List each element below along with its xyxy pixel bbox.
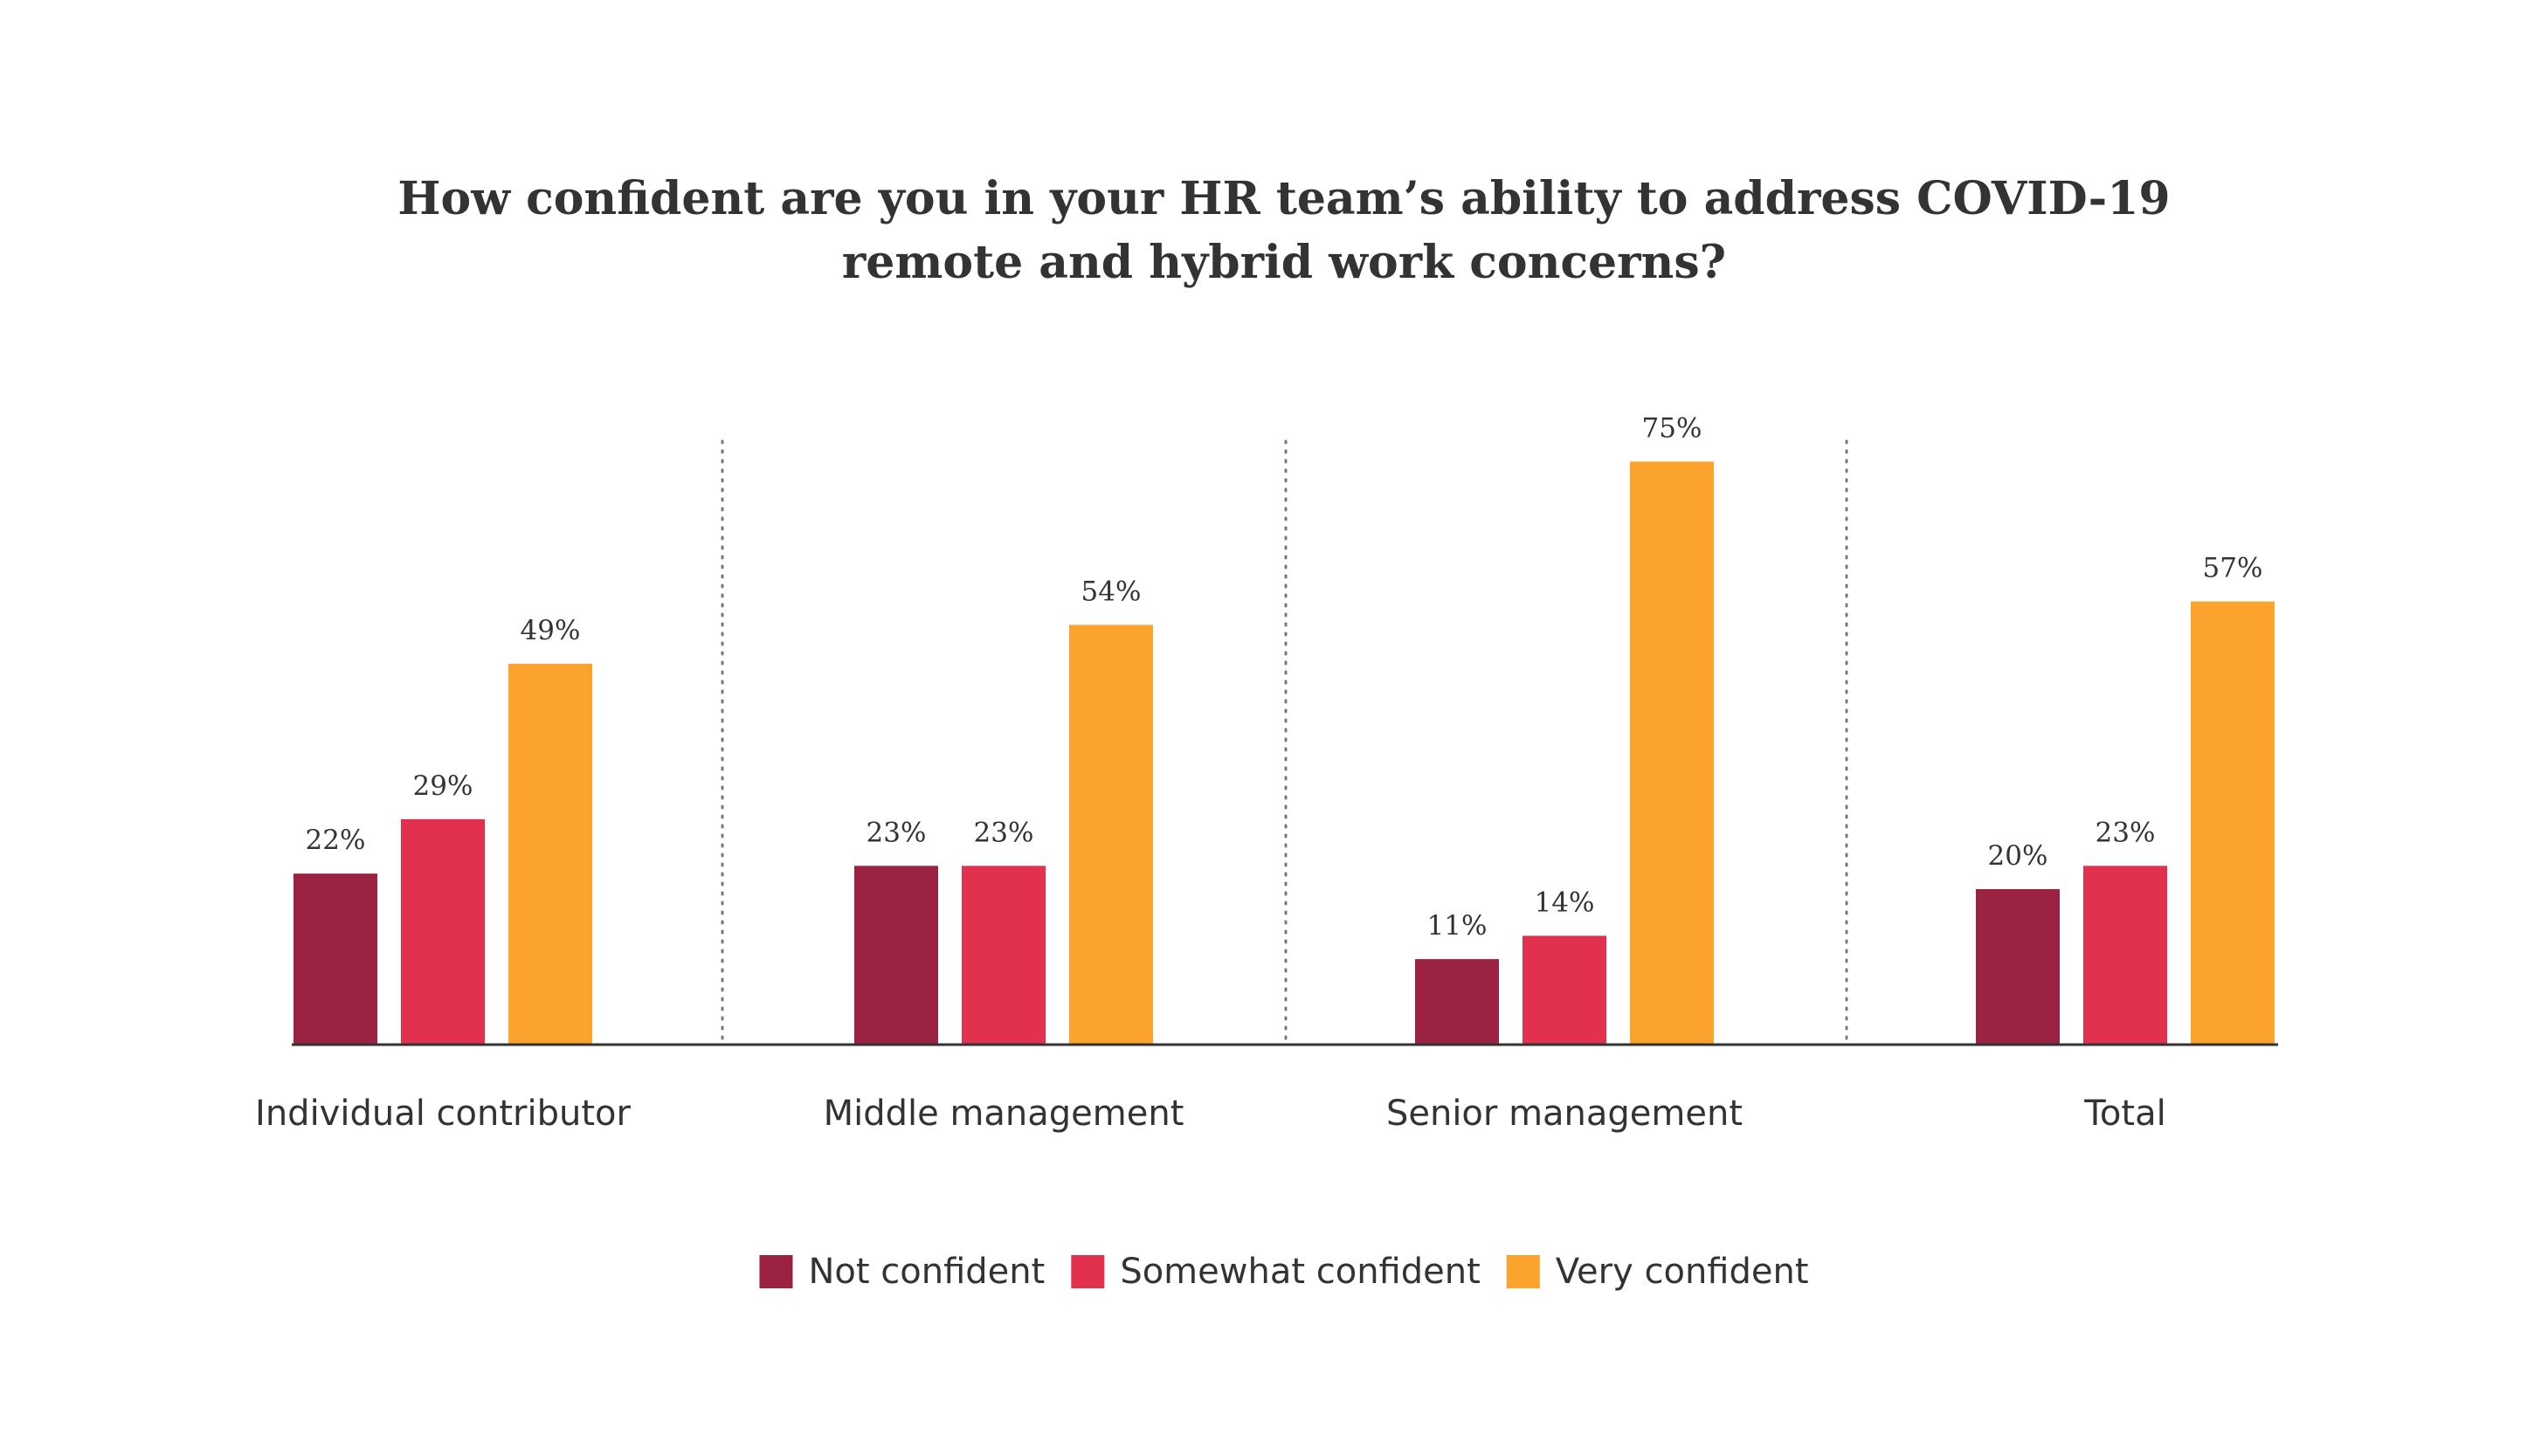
bar-1-2 (1069, 624, 1153, 1045)
legend-item-2: Very confident (1506, 1252, 1809, 1292)
legend: Not confident Somewhat confident Very conf… (759, 1252, 1809, 1292)
bar-2-0 (1415, 959, 1499, 1045)
bar-3-0 (1976, 889, 2060, 1045)
bar-1-0 (854, 866, 938, 1045)
value-label-0-0: 22% (306, 825, 366, 856)
legend-swatch-0 (759, 1255, 793, 1288)
bar-1-1 (962, 866, 1046, 1045)
bars (293, 461, 2275, 1045)
value-label-0-1: 29% (413, 770, 473, 802)
bar-3-1 (2083, 866, 2167, 1045)
value-label-3-0: 20% (1988, 840, 2048, 872)
bar-2-2 (1630, 461, 1714, 1045)
legend-item-0: Not confident (759, 1252, 1045, 1292)
category-label-1: Middle management (824, 1094, 1184, 1134)
value-label-2-1: 14% (1535, 887, 1595, 918)
value-label-2-0: 11% (1427, 910, 1488, 942)
value-label-3-1: 23% (2096, 817, 2156, 848)
category-label-2: Senior management (1386, 1094, 1743, 1134)
value-labels: 22% 29% 49% 23% 23% 54% 11% 14% 75% 20% 23% 57% (306, 413, 2263, 942)
legend-swatch-2 (1506, 1255, 1540, 1288)
category-label-0: Individual contributor (255, 1094, 631, 1134)
chart-title-line-2: remote and hybrid work concerns? (842, 236, 1726, 289)
category-labels: Individual contributor Middle management S… (255, 1094, 2166, 1134)
value-label-1-2: 54% (1081, 576, 1142, 607)
value-label-3-2: 57% (2203, 553, 2263, 584)
chart-title-line-1: How confident are you in your HR team’s … (397, 172, 2170, 225)
legend-label-2: Very confident (1556, 1252, 1809, 1292)
value-label-0-2: 49% (521, 615, 581, 646)
bar-0-1 (401, 818, 485, 1045)
bar-0-2 (508, 663, 592, 1045)
bar-3-2 (2191, 601, 2275, 1045)
value-label-1-0: 23% (867, 817, 927, 848)
legend-label-1: Somewhat confident (1120, 1252, 1480, 1292)
bar-0-0 (293, 873, 377, 1045)
legend-swatch-1 (1071, 1255, 1105, 1288)
legend-item-1: Somewhat confident (1071, 1252, 1481, 1292)
legend-label-0: Not confident (808, 1252, 1045, 1292)
category-label-3: Total (2083, 1094, 2165, 1134)
value-label-1-1: 23% (974, 817, 1034, 848)
value-label-2-2: 75% (1642, 413, 1702, 445)
bar-2-1 (1523, 935, 1606, 1045)
